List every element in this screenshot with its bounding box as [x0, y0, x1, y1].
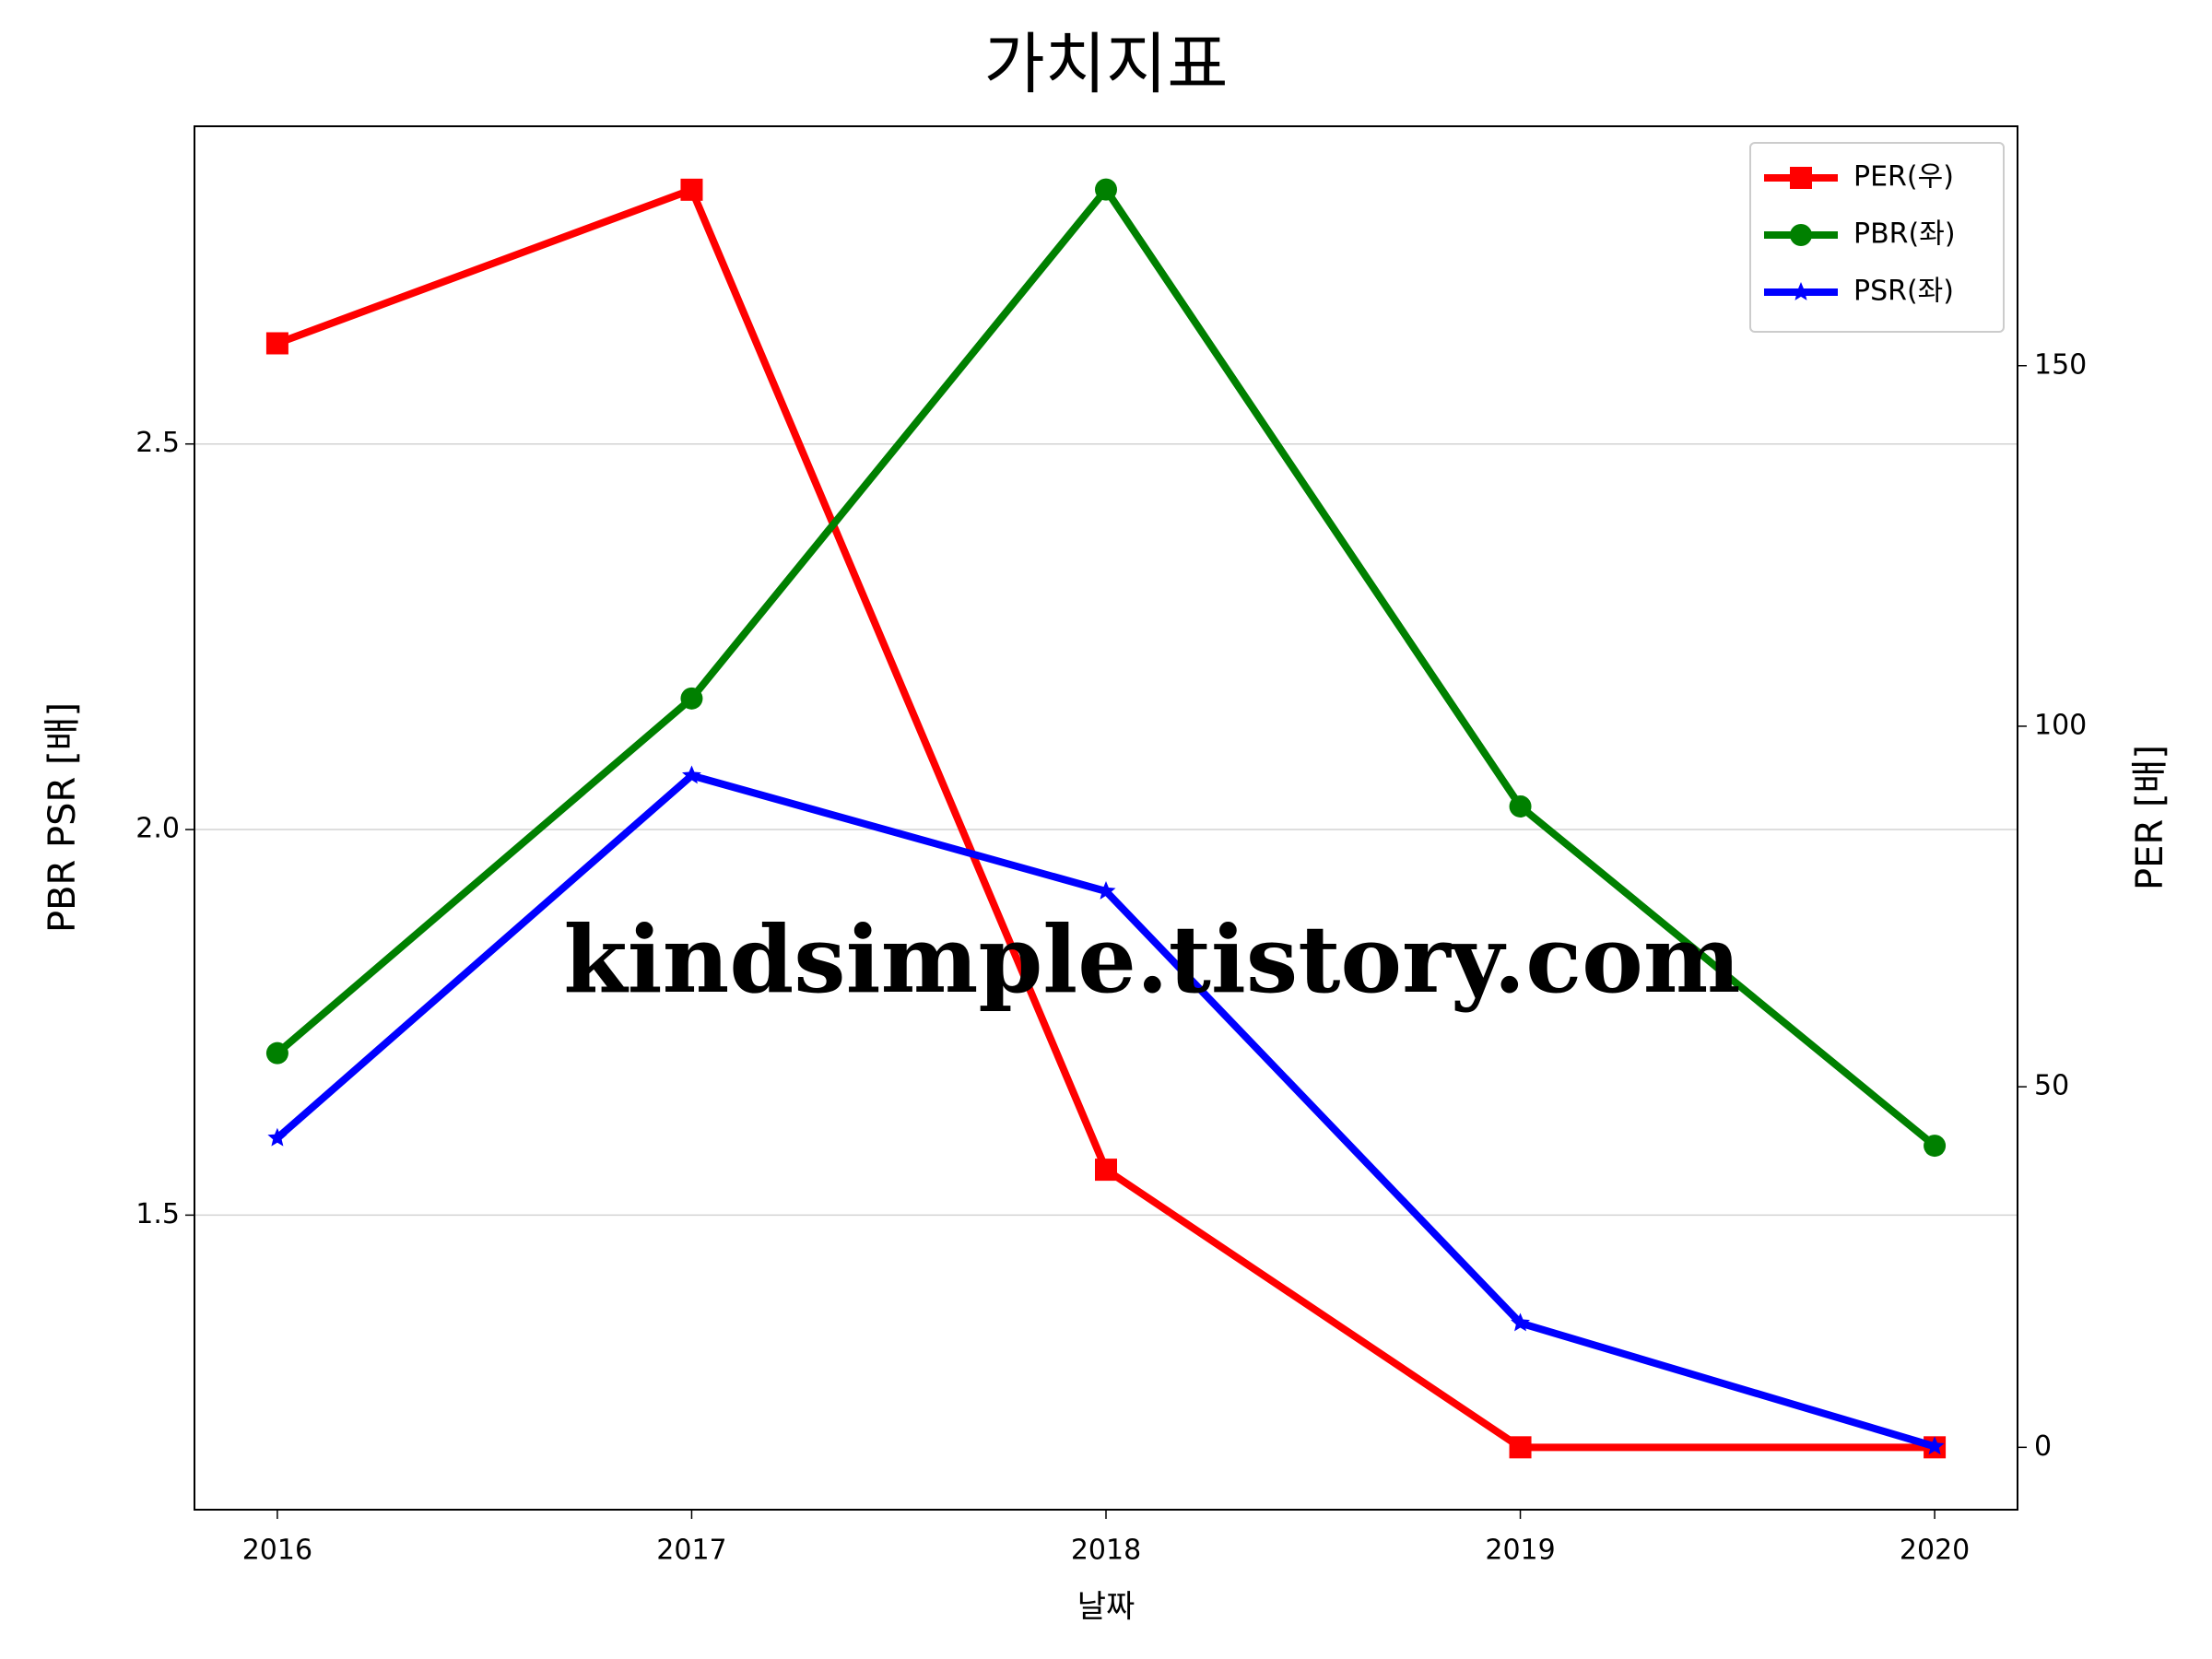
legend-box [1749, 142, 2005, 333]
marker [1095, 1159, 1117, 1182]
marker [1095, 178, 1117, 201]
y-tick-label: 2.5 [135, 427, 180, 459]
marker [1924, 1135, 1947, 1158]
marker [680, 178, 703, 201]
y-tick-label: 1.5 [135, 1198, 180, 1230]
marker [1924, 1436, 1945, 1455]
legend: PER(우) PBR(좌) PSR(좌) [1749, 142, 2005, 333]
marker [1511, 1312, 1530, 1332]
y-tick-label: 2.0 [135, 813, 180, 845]
watermark: kindsimple.tistory.com [563, 905, 1740, 1014]
y2-tick-label: 50 [2034, 1070, 2069, 1102]
marker [267, 1127, 288, 1147]
y2-tick-label: 0 [2034, 1430, 2052, 1463]
y-axis-label: PBR PSR [배] [41, 702, 84, 933]
marker [682, 765, 701, 784]
y2-tick-label: 100 [2034, 709, 2087, 741]
x-axis-label: 날짜 [1077, 1589, 1135, 1626]
marker [1096, 881, 1116, 900]
chart-title: 가치지표 [984, 26, 1229, 103]
legend-label: PER(우) [1853, 161, 1954, 194]
x-tick-label: 2016 [242, 1535, 312, 1567]
y2-tick-label: 150 [2034, 348, 2087, 381]
x-tick-label: 2019 [1485, 1535, 1555, 1567]
x-tick-label: 2018 [1071, 1535, 1141, 1567]
legend-label: PSR(좌) [1853, 276, 1954, 308]
marker [265, 1041, 288, 1065]
x-tick-label: 2017 [656, 1535, 726, 1567]
marker [1509, 1436, 1532, 1459]
marker [680, 687, 703, 710]
marker [265, 332, 288, 355]
marker [1790, 167, 1812, 189]
legend-label: PBR(좌) [1853, 218, 1956, 251]
marker [1790, 224, 1812, 246]
plot-frame [194, 125, 2018, 1511]
y2-axis-label: PER [배] [2129, 745, 2171, 890]
marker [1791, 282, 1811, 300]
marker [1509, 794, 1532, 818]
x-tick-label: 2020 [1900, 1535, 1970, 1567]
